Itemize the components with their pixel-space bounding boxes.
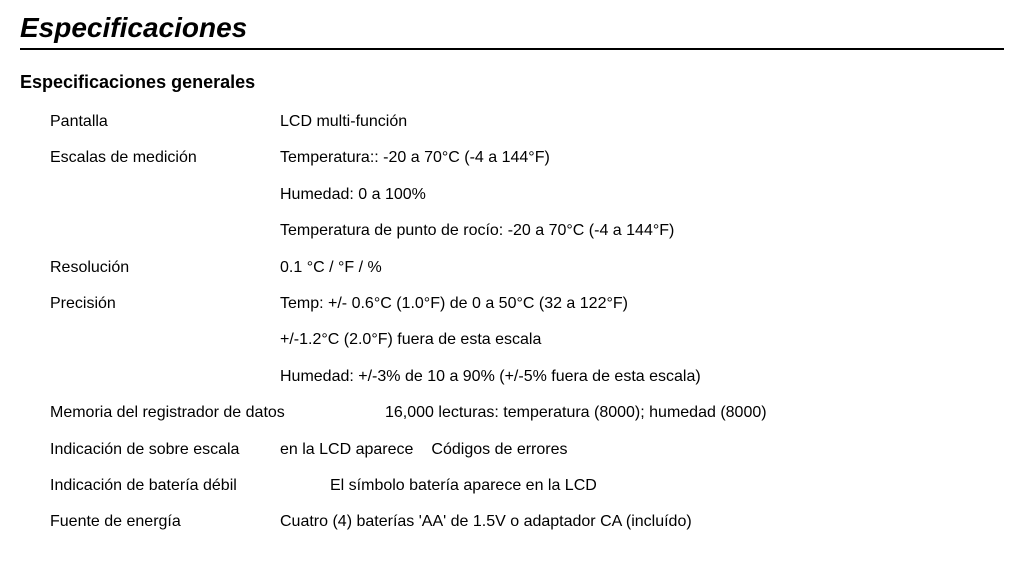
- label-pantalla: Pantalla: [50, 111, 280, 133]
- row-precision: Precisión Temp: +/- 0.6°C (1.0°F) de 0 a…: [50, 293, 1004, 388]
- row-sobreescala: Indicación de sobre escala en la LCD apa…: [50, 439, 1004, 461]
- value-escalas: Temperatura:: -20 a 70°C (-4 a 144°F) Hu…: [280, 147, 1004, 242]
- row-memoria: Memoria del registrador de datos 16,000 …: [50, 402, 1004, 424]
- page-title: Especificaciones: [20, 12, 1004, 50]
- value-escalas-line-1: Humedad: 0 a 100%: [280, 184, 1004, 206]
- label-energia: Fuente de energía: [50, 511, 280, 533]
- value-precision-line-2: Humedad: +/-3% de 10 a 90% (+/-5% fuera …: [280, 366, 1004, 388]
- value-memoria: 16,000 lecturas: temperatura (8000); hum…: [385, 402, 1004, 424]
- value-bateria: El símbolo batería aparece en la LCD: [330, 475, 1004, 497]
- label-escalas: Escalas de medición: [50, 147, 280, 242]
- row-energia: Fuente de energía Cuatro (4) baterías 'A…: [50, 511, 1004, 533]
- label-memoria: Memoria del registrador de datos: [50, 402, 385, 424]
- row-resolucion: Resolución 0.1 °C / °F / %: [50, 257, 1004, 279]
- row-pantalla: Pantalla LCD multi-función: [50, 111, 1004, 133]
- value-sobreescala-1: en la LCD aparece: [280, 439, 413, 461]
- value-resolucion: 0.1 °C / °F / %: [280, 257, 1004, 279]
- label-bateria: Indicación de batería débil: [50, 475, 330, 497]
- value-escalas-line-0: Temperatura:: -20 a 70°C (-4 a 144°F): [280, 147, 1004, 169]
- spec-table: Pantalla LCD multi-función Escalas de me…: [20, 111, 1004, 534]
- value-escalas-line-2: Temperatura de punto de rocío: -20 a 70°…: [280, 220, 1004, 242]
- row-escalas: Escalas de medición Temperatura:: -20 a …: [50, 147, 1004, 242]
- value-pantalla: LCD multi-función: [280, 111, 1004, 133]
- section-subtitle: Especificaciones generales: [20, 72, 1004, 93]
- value-energia: Cuatro (4) baterías 'AA' de 1.5V o adapt…: [280, 511, 1004, 533]
- label-resolucion: Resolución: [50, 257, 280, 279]
- row-bateria: Indicación de batería débil El símbolo b…: [50, 475, 1004, 497]
- label-sobreescala: Indicación de sobre escala: [50, 439, 280, 461]
- value-precision: Temp: +/- 0.6°C (1.0°F) de 0 a 50°C (32 …: [280, 293, 1004, 388]
- label-precision: Precisión: [50, 293, 280, 388]
- value-precision-line-1: +/-1.2°C (2.0°F) fuera de esta escala: [280, 329, 1004, 351]
- value-sobreescala-2: Códigos de errores: [431, 439, 567, 461]
- value-precision-line-0: Temp: +/- 0.6°C (1.0°F) de 0 a 50°C (32 …: [280, 293, 1004, 315]
